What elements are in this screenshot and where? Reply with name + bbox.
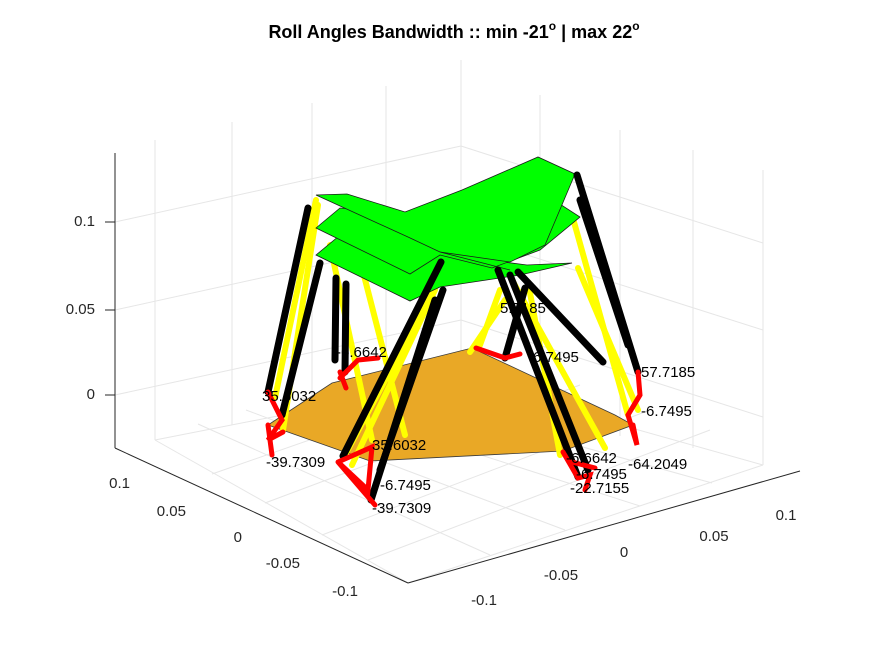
grid-lines [114,60,764,584]
angle-label: -39.7309 [266,454,325,471]
angle-label: -6.7495 [576,466,627,483]
axes [105,153,801,584]
angle-label: -39.7309 [372,500,431,517]
z-tick-label: 0 [87,386,95,403]
y-tick-label: 0.1 [109,475,130,492]
angle-label: -22.7155 [570,480,629,497]
y-tick-label: -0.05 [266,555,300,572]
black-legs [264,171,642,504]
angle-label: -6.7495 [380,477,431,494]
angle-label: -64.2049 [628,456,687,473]
angle-label: -6.7495 [641,403,692,420]
x-tick-label: 0.1 [776,507,797,524]
y-tick-label: 0 [234,529,242,546]
red-joints [265,345,643,508]
z-tick-label: 0.05 [66,301,95,318]
y-tick-label: -0.1 [332,583,358,600]
y-tick-label: 0.05 [157,503,186,520]
angle-label: -6.7495 [528,349,579,366]
angle-label: 35.6032 [372,437,426,454]
x-tick-label: -0.1 [471,592,497,609]
angle-label: -6.6642 [336,344,387,361]
angle-label: 35.6032 [262,388,316,405]
x-tick-label: 0.05 [699,528,728,545]
angle-label: 5.7185 [500,300,546,317]
plot-title: Roll Angles Bandwidth :: min -21o | max … [268,19,639,42]
x-tick-label: -0.05 [544,567,578,584]
angle-label: 57.7185 [641,364,695,381]
x-tick-label: 0 [620,544,628,561]
angle-label: -6.6642 [566,450,617,467]
z-tick-label: 0.1 [74,213,95,230]
